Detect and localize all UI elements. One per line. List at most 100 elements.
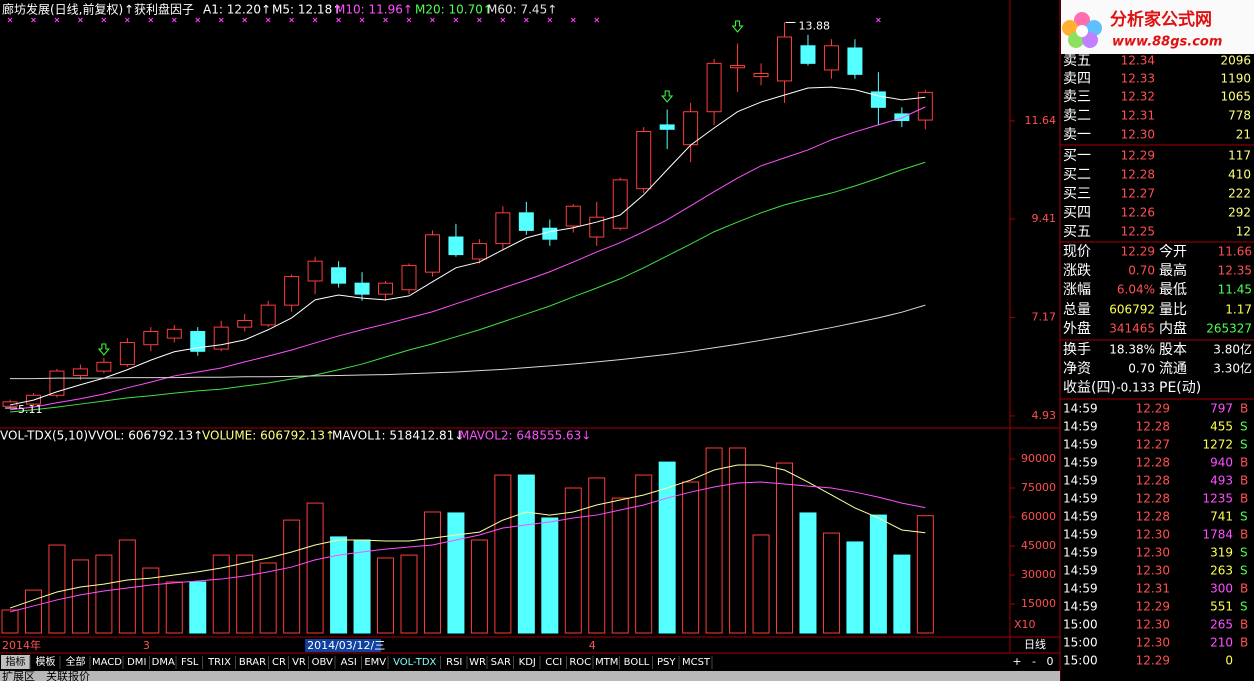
toolbar-item[interactable]: MACD — [92, 657, 122, 668]
zoom-reset[interactable]: 0 — [1047, 655, 1054, 668]
trade-side: S — [1240, 600, 1248, 614]
toolbar-item[interactable]: RSI — [446, 657, 462, 668]
trade-volume: 797 — [1210, 402, 1233, 416]
book-price: 12.32 — [1121, 90, 1155, 104]
toolbar-item[interactable]: MCST — [682, 657, 711, 668]
vol-legend-entry: VOL-TDX(5,10) — [0, 429, 88, 443]
ma-line — [9, 464, 926, 609]
candle-body — [260, 304, 276, 326]
toolbar-item[interactable]: VR — [292, 657, 306, 668]
toolbar-item[interactable]: OBV — [312, 657, 333, 668]
y-tick-label: 7.17 — [1032, 310, 1057, 323]
toolbar-item[interactable]: FSL — [181, 657, 199, 668]
book-volume: 1065 — [1220, 90, 1251, 104]
volume-bar — [470, 539, 488, 634]
candle-body — [636, 130, 652, 190]
toolbar-item[interactable]: TRIX — [207, 657, 231, 668]
signal-cross — [406, 17, 412, 23]
toolbar-item[interactable]: BRAR — [239, 657, 266, 668]
toolbar-item[interactable]: MTM — [595, 657, 618, 668]
toolbar-item[interactable]: SAR — [491, 657, 511, 668]
zoom-out[interactable]: - — [1032, 655, 1036, 668]
volume-bar — [893, 554, 911, 634]
trade-price: 12.31 — [1136, 582, 1170, 596]
toolbar-item[interactable]: ROC — [569, 657, 591, 668]
trade-volume: 455 — [1210, 420, 1233, 434]
trade-side: B — [1240, 636, 1248, 650]
x-tick-label: 3 — [143, 639, 150, 652]
toolbar-item[interactable]: DMA — [152, 657, 175, 668]
book-price: 12.33 — [1121, 72, 1155, 86]
signal-cross — [218, 17, 224, 23]
candle-body — [800, 45, 816, 64]
candle-body — [730, 65, 746, 69]
trade-side: S — [1240, 546, 1248, 560]
signal-cross — [101, 17, 107, 23]
toolbar-item[interactable]: PSY — [657, 657, 676, 668]
toolbar-item[interactable]: ASI — [341, 657, 357, 668]
trade-side: S — [1240, 564, 1248, 578]
bottom-tab[interactable]: 扩展区 — [2, 669, 35, 681]
book-price: 12.27 — [1121, 187, 1155, 201]
bottom-tab[interactable]: 关联报价 — [46, 669, 90, 681]
book-label: 卖一 — [1063, 127, 1091, 143]
book-price: 12.26 — [1121, 206, 1155, 220]
vol-legend-entry: VOLUME: 606792.13↑ — [202, 429, 335, 443]
signal-cross — [54, 17, 60, 23]
trade-price: 12.30 — [1136, 564, 1170, 578]
logo-title: 分析家公式网 — [1110, 9, 1212, 30]
y-tick-label: 4.93 — [1032, 409, 1057, 422]
toolbar-item[interactable]: CCI — [545, 657, 562, 668]
stock-title: 廊坊发展(日线,前复权) — [2, 2, 123, 17]
toolbar-item[interactable]: 指标 — [6, 655, 26, 668]
trade-time: 15:00 — [1063, 654, 1098, 668]
quote-cell: 11.45 — [1218, 283, 1252, 297]
toolbar-item[interactable]: VOL-TDX — [393, 657, 436, 668]
toolbar-item[interactable]: EMV — [364, 657, 386, 668]
candle-body — [659, 124, 675, 130]
quote-cell: 0.70 — [1128, 264, 1155, 278]
ma-line — [9, 481, 926, 613]
book-label: 卖五 — [1063, 53, 1091, 69]
buy-arrow — [731, 20, 744, 33]
signal-cross — [78, 17, 83, 23]
volume-bar — [799, 512, 817, 634]
toolbar-active — [1, 655, 30, 669]
signal-cross — [547, 17, 553, 23]
volume-bar — [752, 534, 770, 634]
candle-body — [331, 267, 347, 284]
book-price: 12.28 — [1121, 168, 1155, 182]
x-tick-label: 4 — [589, 639, 596, 652]
volume-bar — [283, 519, 301, 634]
candle-body — [378, 282, 394, 295]
toolbar-item[interactable]: WR — [469, 657, 486, 668]
volume-bar — [846, 541, 864, 634]
volume-bar — [24, 589, 42, 634]
quote-cell: 净资 — [1063, 361, 1091, 377]
y-tick-label: 9.41 — [1032, 212, 1057, 225]
volume-bar — [306, 502, 324, 634]
candle-body — [777, 36, 793, 82]
toolbar-item[interactable]: DMI — [127, 657, 146, 668]
toolbar-item[interactable]: BOLL — [624, 657, 650, 668]
trade-volume: 319 — [1210, 546, 1233, 560]
trade-volume: 940 — [1210, 456, 1233, 470]
trade-time: 14:59 — [1063, 438, 1098, 452]
y-tick-label: 75000 — [1021, 481, 1056, 494]
signal-cross — [876, 17, 881, 23]
toolbar-item[interactable]: 全部 — [66, 655, 86, 668]
volume-bar — [423, 511, 441, 634]
zoom-in[interactable]: + — [1012, 655, 1021, 668]
candle-body — [237, 320, 253, 328]
toolbar-item[interactable]: CR — [272, 657, 286, 668]
volume-bar — [494, 474, 512, 634]
trade-price: 12.29 — [1136, 600, 1170, 614]
candle-body — [307, 260, 323, 282]
trade-price: 12.27 — [1136, 438, 1170, 452]
toolbar-item[interactable]: 模板 — [36, 655, 56, 668]
candle-body — [49, 370, 65, 396]
quote-cell: 3.80亿 — [1213, 342, 1252, 357]
toolbar-item[interactable]: KDJ — [519, 657, 536, 668]
ma-line — [9, 106, 926, 411]
